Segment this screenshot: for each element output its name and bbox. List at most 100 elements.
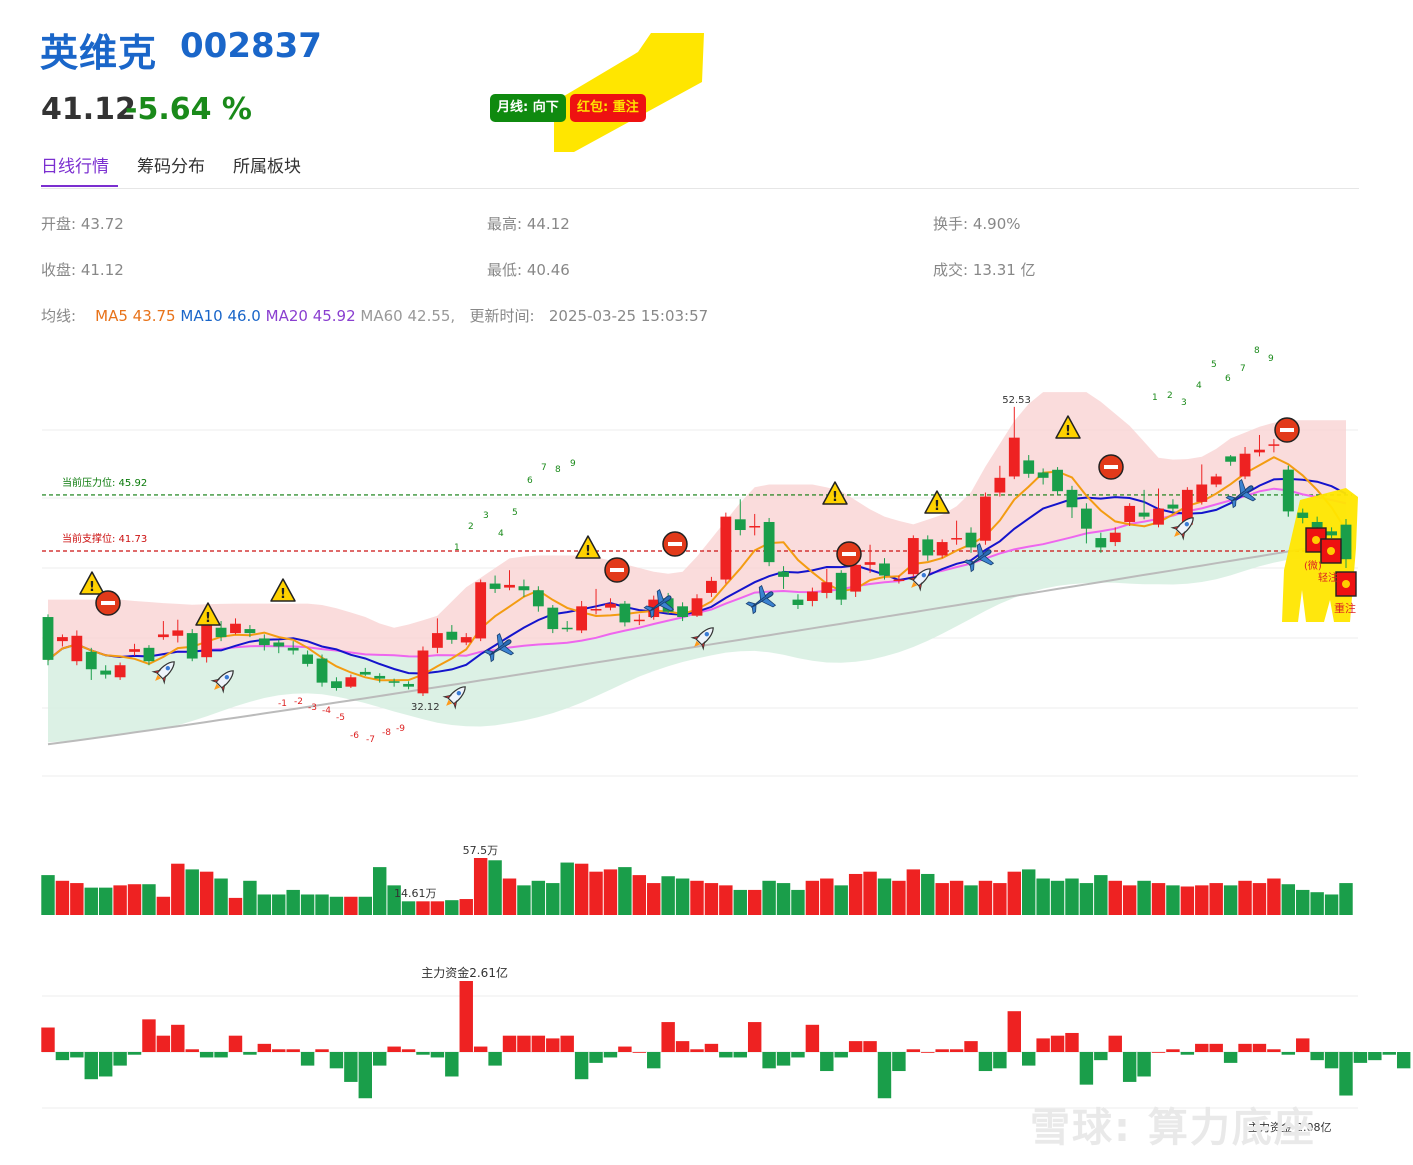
- volume-bar: [1310, 892, 1324, 915]
- volume-bar: [1267, 878, 1281, 915]
- volume-bar: [344, 896, 358, 915]
- watermark-text: 雪球: 算力底座: [1030, 1105, 1316, 1151]
- fund-flow-bar: [416, 1052, 430, 1055]
- tab-daily-chart[interactable]: 日线行情: [41, 157, 109, 177]
- sell-count: -7: [366, 735, 375, 745]
- volume-bar: [488, 860, 502, 915]
- volume-bar: [632, 875, 647, 915]
- fund-flow-bar: [1281, 1052, 1296, 1055]
- candle-body: [1080, 508, 1092, 529]
- fund-flow-bar: [675, 1041, 690, 1052]
- monthly-trend-badge: 月线: 向下: [490, 94, 566, 122]
- warning-icon: !: [1055, 415, 1081, 439]
- warning-icon: !: [195, 602, 221, 626]
- fund-flow-bar: [935, 1049, 949, 1052]
- volume-bar: [1238, 880, 1252, 915]
- volume-bar: [791, 889, 805, 915]
- volume-bar: [618, 867, 632, 915]
- moving-average-row: 均线: MA5 43.75 MA10 46.0 MA20 45.92 MA60 …: [41, 307, 709, 325]
- volume-bar: [473, 858, 488, 915]
- buy-count: 4: [1196, 381, 1202, 391]
- tab-divider: [41, 188, 1359, 189]
- stop-sign-icon: [604, 557, 630, 583]
- volume-bar: [1209, 883, 1223, 915]
- fund-flow-bar: [185, 1049, 199, 1052]
- candle-body: [576, 606, 588, 631]
- candle-body: [230, 623, 241, 634]
- fund-flow-bar: [647, 1052, 661, 1069]
- volume-bar: [127, 884, 142, 915]
- candle-body: [720, 516, 732, 580]
- sell-count: -1: [278, 699, 287, 709]
- ma60-value: MA60 42.55: [360, 307, 451, 325]
- volume-bar: [993, 883, 1007, 915]
- buy-count: 3: [483, 511, 489, 521]
- candle-body: [1181, 489, 1193, 525]
- volume-bar: [1151, 883, 1166, 915]
- volume-bar: [574, 863, 589, 915]
- volume-bar: [401, 901, 416, 915]
- candle-body: [879, 563, 890, 576]
- fund-flow-bar: [300, 1052, 315, 1066]
- candle-body: [186, 633, 198, 659]
- candle-body: [1311, 521, 1323, 528]
- fund-flow-bar: [1382, 1052, 1396, 1055]
- candle-body: [504, 584, 515, 588]
- volume-bar: [603, 869, 618, 915]
- sell-count: -5: [336, 713, 345, 723]
- volume-bar: [877, 878, 892, 915]
- candle-body: [143, 647, 155, 662]
- candle-body: [1297, 512, 1309, 518]
- stock-code: 002837: [180, 26, 322, 66]
- resistance-label: 当前压力位: 45.92: [62, 476, 147, 489]
- fund-flow-bar: [272, 1049, 286, 1052]
- candle-body: [821, 582, 833, 593]
- buy-count: 8: [1254, 346, 1260, 356]
- volume-bar: [272, 894, 286, 915]
- candle-body: [1138, 512, 1150, 517]
- volume-bar: [704, 883, 719, 915]
- fund-flow-bar: [719, 1052, 733, 1058]
- candle-body: [100, 670, 112, 675]
- fund-flow-bar: [1036, 1038, 1050, 1052]
- candle-body: [215, 627, 227, 638]
- fund-flow-bar: [315, 1049, 329, 1052]
- candle-body: [605, 603, 616, 608]
- fund-flow-bar: [243, 1052, 257, 1055]
- fund-flow-bar: [1296, 1038, 1310, 1052]
- fund-flow-bar: [776, 1052, 791, 1066]
- candle-body: [331, 681, 342, 688]
- max-fund-flow-label: 主力资金2.61亿: [421, 965, 508, 980]
- candle-body: [129, 649, 140, 652]
- fund-flow-bar: [358, 1052, 372, 1099]
- fund-flow-bar: [1353, 1052, 1368, 1063]
- low-price-label: 32.12: [411, 702, 440, 713]
- volume-bar: [156, 896, 171, 915]
- candle-body: [273, 642, 285, 647]
- candle-body: [806, 591, 818, 601]
- volume-bar: [560, 862, 574, 915]
- volume-bar: [1137, 880, 1151, 915]
- fund-flow-bar: [791, 1052, 805, 1058]
- tab-chip-distribution[interactable]: 筹码分布: [137, 157, 205, 177]
- candle-body: [359, 671, 371, 675]
- volume-bar: [416, 901, 430, 915]
- candle-body: [1239, 453, 1251, 477]
- volume-bar: [589, 871, 603, 915]
- fund-flow-bar: [618, 1046, 632, 1052]
- tab-sectors[interactable]: 所属板块: [233, 157, 301, 177]
- candle-body: [518, 586, 530, 591]
- candle-body: [965, 532, 977, 548]
- volume-bar: [199, 871, 214, 915]
- candle-body: [1052, 469, 1063, 492]
- volume-bar: [70, 883, 84, 915]
- svg-text:!: !: [89, 580, 95, 595]
- yellow-highlight-mark: [554, 33, 704, 152]
- fund-flow-bar: [546, 1038, 560, 1052]
- fund-flow-bar: [632, 1052, 647, 1053]
- volume-bar: [690, 880, 704, 915]
- candle-body: [922, 539, 934, 556]
- candle-body: [1167, 504, 1179, 509]
- redpacket-icon: [1335, 571, 1357, 597]
